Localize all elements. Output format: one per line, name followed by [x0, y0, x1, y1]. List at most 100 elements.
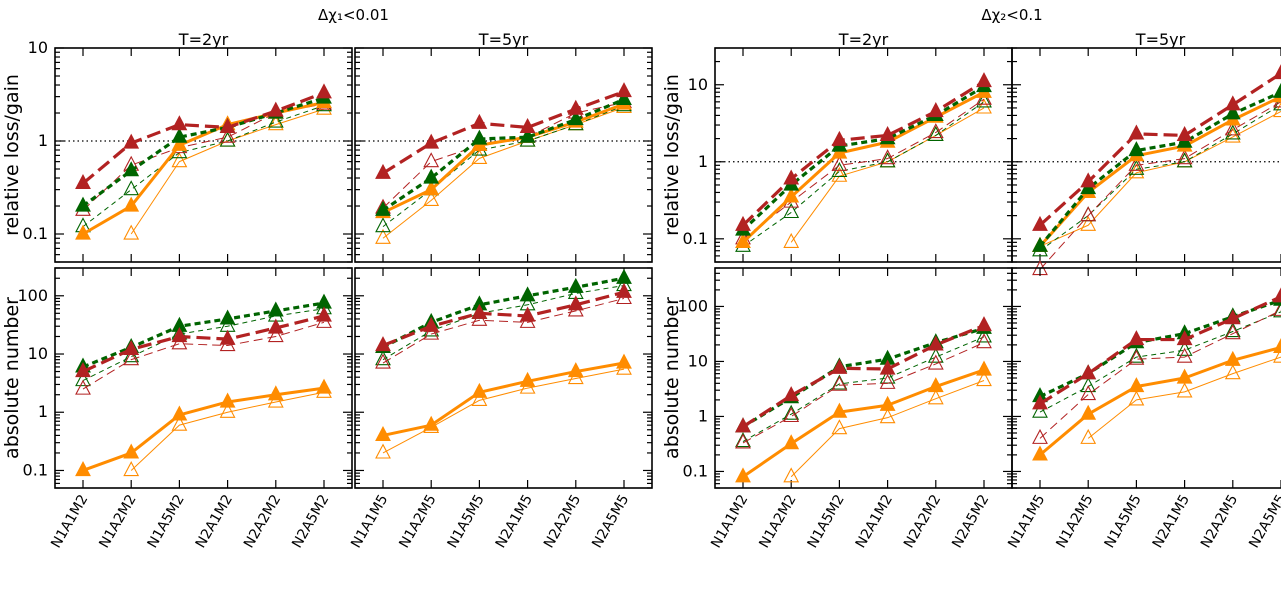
marker-orange-filled [316, 378, 332, 394]
marker-green-open [1080, 377, 1097, 393]
marker-red-filled [927, 335, 944, 351]
marker-green-filled [123, 161, 140, 177]
marker-red-filled [567, 295, 584, 311]
series-line-red-filled [382, 290, 625, 347]
marker-red-open [423, 152, 440, 168]
marker-orange-open [1273, 347, 1281, 363]
series-line-green-open [1039, 311, 1281, 413]
marker-red-open [927, 354, 944, 370]
category-label: N2A1M2 [193, 492, 236, 551]
marker-green-open [1176, 340, 1193, 356]
marker-red-filled [616, 282, 632, 298]
marker-orange-filled [123, 443, 140, 459]
marker-orange-filled [267, 385, 284, 401]
marker-orange-filled [879, 395, 896, 411]
marker-green-filled [519, 127, 536, 143]
marker-orange-open [783, 232, 800, 248]
category-label: N1A5M5 [1102, 492, 1145, 551]
marker-orange-filled [171, 405, 188, 421]
marker-green-filled [567, 277, 584, 293]
series-line-orange-filled [1039, 345, 1281, 457]
marker-green-open [123, 180, 140, 196]
marker-green-open [735, 432, 751, 448]
marker-green-filled [267, 301, 284, 317]
marker-red-open [75, 379, 91, 395]
category-label: N1A1M2 [48, 492, 91, 551]
series-line-red-filled [382, 90, 625, 175]
marker-red-open [1273, 300, 1281, 316]
y-tick-label: 1 [698, 406, 708, 425]
category-label: N2A2M5 [541, 492, 584, 551]
marker-green-filled [423, 168, 440, 184]
y-tick-label: 0.1 [23, 224, 48, 243]
y-tick-label: 0.1 [23, 460, 48, 479]
series-line-orange-open [130, 391, 325, 471]
y-tick-label: 10 [28, 344, 48, 363]
marker-orange-open [927, 389, 944, 405]
marker-orange-open [976, 98, 992, 114]
marker-green-filled [75, 196, 91, 212]
category-label: N1A2M2 [96, 492, 139, 551]
marker-green-open [927, 347, 944, 363]
marker-green-open [123, 347, 140, 363]
marker-red-filled [316, 83, 332, 99]
marker-green-open [879, 152, 896, 168]
group-title: Δχ₂<0.1 [981, 6, 1042, 24]
marker-red-filled [519, 117, 536, 134]
marker-orange-open [471, 390, 488, 406]
marker-green-open [927, 125, 944, 142]
series-line-orange-filled [82, 100, 325, 236]
marker-red-filled [1224, 95, 1241, 111]
marker-orange-filled [1080, 404, 1097, 420]
marker-orange-open [123, 461, 140, 477]
panel-title: T=5yr [1135, 30, 1186, 49]
marker-orange-filled [616, 353, 632, 369]
series-line-red-open [82, 321, 325, 390]
panel-g2-r2-p2: N1A1M5 N1A2M5 N1A5M5 N2A1M5 N2A2M5 N2A5M5 [1005, 267, 1281, 551]
marker-red-filled [976, 316, 992, 332]
marker-red-filled [783, 386, 800, 402]
marker-green-open [1224, 322, 1241, 338]
series-line-orange-filled [741, 90, 985, 244]
category-label: N1A1M2 [708, 492, 751, 551]
marker-orange-open [219, 402, 236, 418]
category-label: N1A2M2 [756, 492, 799, 551]
marker-green-filled [519, 286, 536, 302]
panel-g1-r1-p2 [354, 47, 653, 263]
y-tick-label: 0.1 [683, 461, 708, 480]
series-line-orange-filled [742, 368, 985, 479]
marker-green-open [267, 112, 284, 128]
marker-red-open [879, 373, 896, 389]
marker-red-open [735, 433, 751, 449]
marker-red-filled [1176, 330, 1193, 346]
series-line-green-filled [382, 276, 625, 349]
panel-g1-r2-p1: 0.1 1 10 100 N1A1M2 N1A2M2 N1A5M2 N2A1M2 N2A2M2 N… [17, 267, 353, 551]
category-label: N1A5M5 [445, 492, 488, 551]
marker-orange-filled [783, 187, 800, 203]
marker-green-filled [219, 309, 236, 325]
marker-red-open [1224, 120, 1241, 136]
category-label: N2A2M2 [901, 492, 944, 551]
marker-red-open [1128, 155, 1145, 171]
series-line-orange-open [790, 380, 985, 478]
series-line-red-open [382, 297, 625, 364]
series-line-orange-filled [82, 386, 325, 472]
marker-red-filled [123, 133, 140, 149]
marker-green-open [1080, 206, 1097, 222]
marker-green-open [1176, 152, 1193, 168]
y-tick-label: 1 [38, 402, 48, 421]
series-line-red-filled [81, 91, 325, 185]
category-label: N1A5M2 [145, 492, 188, 551]
marker-orange-open [375, 443, 391, 459]
y-axis-label: relative loss/gain [661, 74, 683, 236]
marker-green-open [976, 92, 992, 108]
panel-g2-r1-p2 [1011, 47, 1281, 276]
marker-orange-filled [1273, 337, 1281, 354]
marker-orange-filled [1224, 350, 1241, 366]
marker-red-open [1080, 206, 1097, 222]
category-label: N2A1M5 [1150, 492, 1193, 551]
marker-red-filled [1032, 394, 1048, 410]
marker-orange-open [267, 392, 284, 408]
